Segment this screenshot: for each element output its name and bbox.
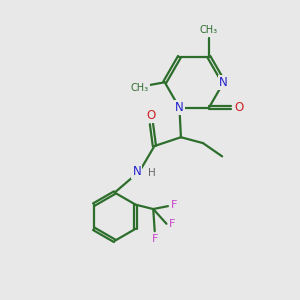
Text: N: N	[219, 76, 228, 89]
Text: F: F	[171, 200, 177, 210]
Text: CH₃: CH₃	[130, 83, 149, 93]
Text: F: F	[152, 234, 158, 244]
Text: N: N	[175, 101, 184, 114]
Text: H: H	[148, 168, 156, 178]
Text: O: O	[235, 101, 244, 114]
Text: N: N	[132, 165, 141, 178]
Text: CH₃: CH₃	[200, 25, 218, 35]
Text: F: F	[169, 219, 176, 229]
Text: O: O	[147, 109, 156, 122]
